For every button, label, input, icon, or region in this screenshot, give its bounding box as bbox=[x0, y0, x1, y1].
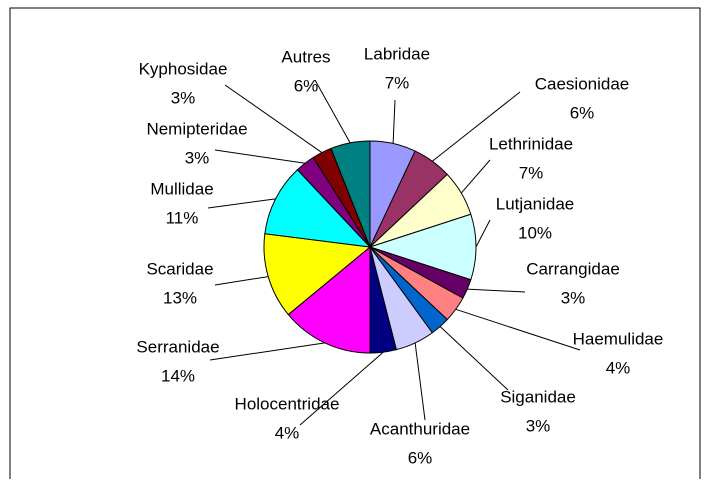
slice-name: Lutjanidae bbox=[496, 194, 574, 213]
leader-line bbox=[224, 84, 323, 153]
slice-value-label: 4% bbox=[606, 358, 631, 377]
slice-name: Acanthuridae bbox=[370, 419, 470, 438]
slice-value-label: 4% bbox=[275, 423, 300, 442]
slice-name: Haemulidae bbox=[573, 329, 664, 348]
leader-line bbox=[214, 276, 269, 286]
slice-value-label: 3% bbox=[185, 148, 210, 167]
slice-value-label: 14% bbox=[161, 366, 195, 385]
slice-value-label: 6% bbox=[570, 103, 595, 122]
pie-slice bbox=[264, 169, 372, 248]
leader-line bbox=[392, 99, 396, 144]
slice-value-label: 3% bbox=[171, 88, 196, 107]
leader-line bbox=[314, 79, 351, 144]
leader-line bbox=[299, 351, 384, 426]
pie-slice bbox=[287, 245, 371, 354]
slice-value-label: 6% bbox=[294, 76, 319, 95]
slice-name: Mullidae bbox=[150, 179, 213, 198]
leader-line bbox=[214, 149, 306, 164]
slice-value-label: 7% bbox=[385, 73, 410, 92]
pie-slice bbox=[330, 140, 371, 248]
slice-name: Carrangidae bbox=[526, 259, 620, 278]
leader-line bbox=[414, 342, 426, 421]
leader-line bbox=[460, 159, 491, 194]
slice-name: Holocentridae bbox=[235, 394, 340, 413]
slice-value-label: 3% bbox=[561, 288, 586, 307]
slice-value-label: 6% bbox=[408, 448, 433, 467]
pie-slice bbox=[263, 233, 372, 316]
slice-name: Labridae bbox=[364, 44, 430, 63]
slice-name: Siganidae bbox=[500, 387, 576, 406]
leader-line bbox=[467, 288, 526, 293]
slice-value-label: 10% bbox=[518, 223, 552, 242]
slice-value-label: 3% bbox=[526, 416, 551, 435]
slice-value-label: 11% bbox=[166, 208, 199, 227]
leader-line bbox=[439, 326, 509, 391]
slice-name: Serranidae bbox=[136, 337, 219, 356]
slice-name: Kyphosidae bbox=[139, 59, 228, 78]
leader-line bbox=[209, 342, 325, 361]
leader-line bbox=[475, 219, 491, 248]
leader-line bbox=[207, 198, 276, 209]
slice-name: Caesionidae bbox=[535, 74, 630, 93]
leader-line bbox=[431, 91, 521, 162]
slice-value-label: 7% bbox=[519, 163, 544, 182]
leader-line bbox=[455, 308, 581, 351]
slice-name: Nemipteridae bbox=[146, 119, 247, 138]
slice-value-label: 13% bbox=[163, 288, 197, 307]
slice-name: Autres bbox=[281, 47, 330, 66]
slice-name: Scaridae bbox=[146, 259, 213, 278]
slice-name: Lethrinidae bbox=[489, 134, 573, 153]
